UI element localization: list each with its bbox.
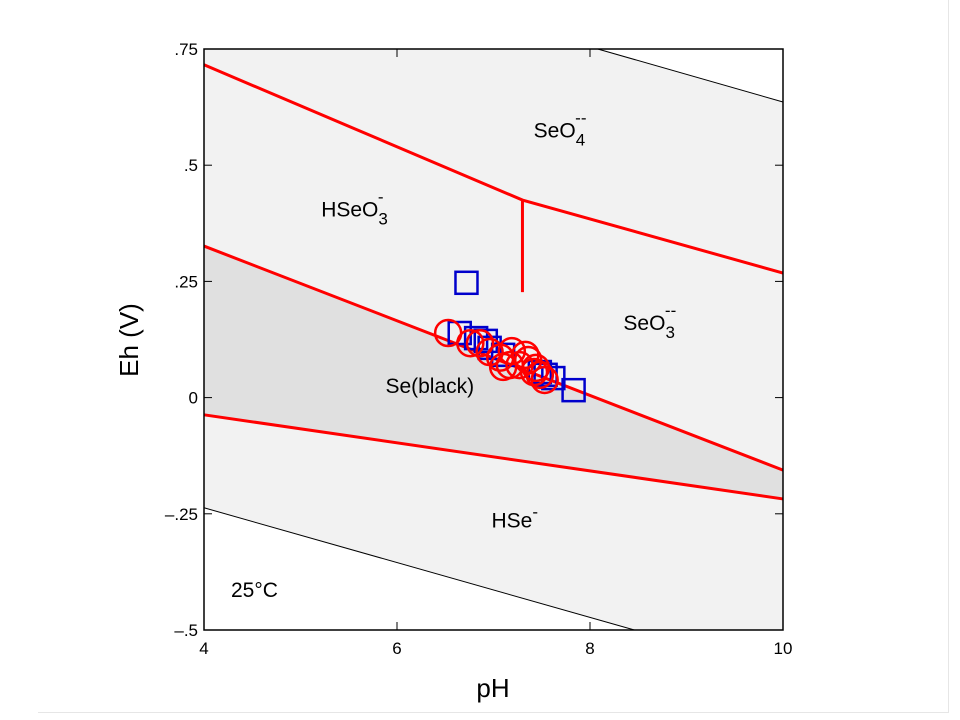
y-axis-label: Eh (V) (114, 303, 144, 377)
square-marker (561, 377, 586, 403)
x-tick-label: 4 (199, 639, 208, 658)
temperature-label: 25°C (231, 579, 278, 602)
y-tick-label: 0 (189, 389, 198, 408)
circle-marker (488, 352, 518, 382)
y-tick-label: .5 (184, 156, 198, 175)
y-tick-label: –.25 (165, 505, 198, 524)
field-label: SeO4-- (534, 108, 587, 149)
y-tick-label: .75 (174, 40, 198, 59)
plot-frame (203, 48, 784, 631)
circle-marker (530, 365, 559, 395)
y-tick-label: –.5 (174, 621, 198, 640)
circle-marker (456, 328, 485, 358)
circle-marker (511, 340, 540, 370)
boundary-line-3 (203, 413, 784, 501)
water-limit-line-0 (597, 48, 784, 103)
circle-marker (465, 328, 495, 358)
field-label: HSe- (491, 503, 538, 533)
page-frame (38, 0, 949, 713)
circle-marker (519, 357, 549, 387)
x-axis-label: pH (476, 673, 509, 703)
x-tick-label: 6 (392, 639, 401, 658)
water-limit-line-1 (203, 507, 635, 631)
field-label: SeO3-- (623, 301, 676, 342)
x-tick-label: 8 (585, 639, 594, 658)
x-tick-label: 10 (774, 639, 793, 658)
field-label: Se(black) (385, 375, 474, 398)
circle-marker (525, 360, 555, 390)
field-label: HSeO3- (321, 187, 388, 228)
square-marker (454, 270, 479, 296)
y-tick-label: .25 (174, 272, 198, 291)
circle-marker (497, 336, 527, 366)
square-marker (477, 335, 502, 361)
